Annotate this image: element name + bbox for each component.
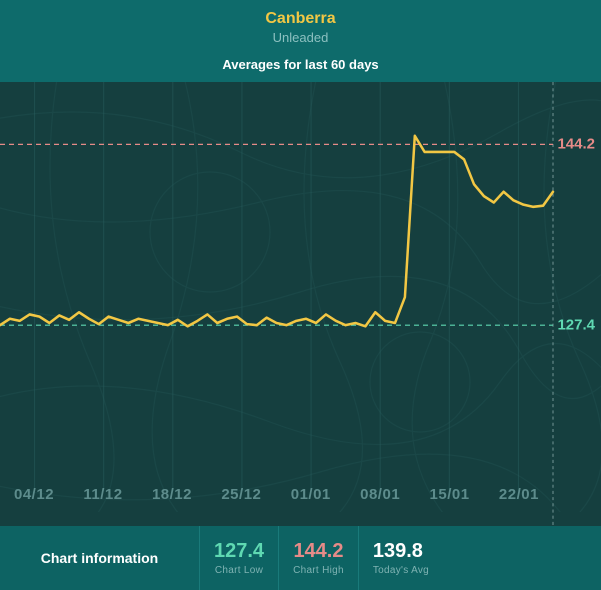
- chart-svg: [0, 82, 601, 526]
- footer-title: Chart information: [0, 526, 200, 590]
- footer-stat: 127.4 Chart Low: [200, 526, 279, 590]
- x-tick-label: 15/01: [430, 486, 470, 520]
- y-reference-label: 144.2: [557, 136, 595, 153]
- x-axis-labels: 04/12 11/12 18/12 25/12 01/01 08/01 15/01 22/01: [0, 486, 553, 520]
- chart-container: 04/12 11/12 18/12 25/12 01/01 08/01 15/01 22/01…: [0, 82, 601, 526]
- stat-value: 127.4: [214, 541, 264, 561]
- chart-footer: Chart information 127.4 Chart Low 144.2 Cha…: [0, 526, 601, 590]
- stat-label: Chart Low: [215, 565, 263, 576]
- x-tick-label: 08/01: [360, 486, 400, 520]
- chart-subtitle: Averages for last 60 days: [0, 51, 601, 82]
- x-tick-label: 01/01: [291, 486, 331, 520]
- y-reference-label: 127.4: [557, 317, 595, 334]
- footer-stat: 139.8 Today's Avg: [359, 526, 601, 590]
- stat-label: Today's Avg: [373, 565, 429, 576]
- location-title: Canberra: [0, 10, 601, 28]
- stat-label: Chart High: [293, 565, 344, 576]
- footer-stat: 144.2 Chart High: [279, 526, 359, 590]
- x-tick-label: 22/01: [499, 486, 539, 520]
- chart-header: Canberra Unleaded: [0, 0, 601, 51]
- stat-value: 139.8: [373, 541, 423, 561]
- x-tick-label: 04/12: [14, 486, 54, 520]
- stat-value: 144.2: [293, 541, 343, 561]
- x-tick-label: 11/12: [83, 486, 122, 520]
- x-tick-label: 18/12: [152, 486, 192, 520]
- x-tick-label: 25/12: [221, 486, 261, 520]
- fuel-type: Unleaded: [0, 30, 601, 45]
